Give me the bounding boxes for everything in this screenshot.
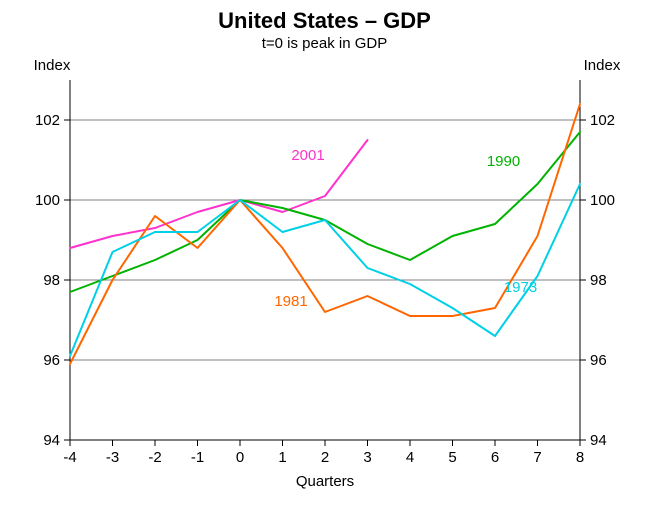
y-tick-label-right: 102 xyxy=(590,112,615,129)
y-axis-label-right: Index xyxy=(584,57,621,74)
series-1973 xyxy=(70,184,580,356)
chart-title: United States – GDP xyxy=(218,8,431,33)
x-tick-label: 7 xyxy=(533,449,541,466)
y-axis-label-left: Index xyxy=(34,57,71,74)
y-tick-label-left: 100 xyxy=(35,192,60,209)
y-tick-label-left: 102 xyxy=(35,112,60,129)
x-tick-label: -1 xyxy=(191,449,204,466)
x-axis-label: Quarters xyxy=(296,473,354,490)
chart-subtitle: t=0 is peak in GDP xyxy=(262,35,387,52)
series-label-1973: 1973 xyxy=(504,279,537,296)
x-tick-label: 1 xyxy=(278,449,286,466)
series-label-2001: 2001 xyxy=(291,147,324,164)
x-tick-label: 3 xyxy=(363,449,371,466)
y-tick-label-right: 100 xyxy=(590,192,615,209)
x-tick-label: 4 xyxy=(406,449,414,466)
series-label-1990: 1990 xyxy=(487,153,520,170)
y-tick-label-left: 98 xyxy=(43,272,60,289)
x-tick-label: -2 xyxy=(148,449,161,466)
gdp-line-chart: United States – GDP t=0 is peak in GDP Ind… xyxy=(0,0,649,507)
y-tick-label-left: 94 xyxy=(43,432,60,449)
y-tick-label-left: 96 xyxy=(43,352,60,369)
x-tick-label: 2 xyxy=(321,449,329,466)
x-tick-label: 0 xyxy=(236,449,244,466)
series-label-1981: 1981 xyxy=(274,293,307,310)
y-tick-label-right: 96 xyxy=(590,352,607,369)
x-tick-label: 5 xyxy=(448,449,456,466)
x-tick-label: 6 xyxy=(491,449,499,466)
y-tick-label-right: 94 xyxy=(590,432,607,449)
x-tick-label: -4 xyxy=(63,449,76,466)
y-tick-label-right: 98 xyxy=(590,272,607,289)
x-tick-label: 8 xyxy=(576,449,584,466)
x-tick-label: -3 xyxy=(106,449,119,466)
